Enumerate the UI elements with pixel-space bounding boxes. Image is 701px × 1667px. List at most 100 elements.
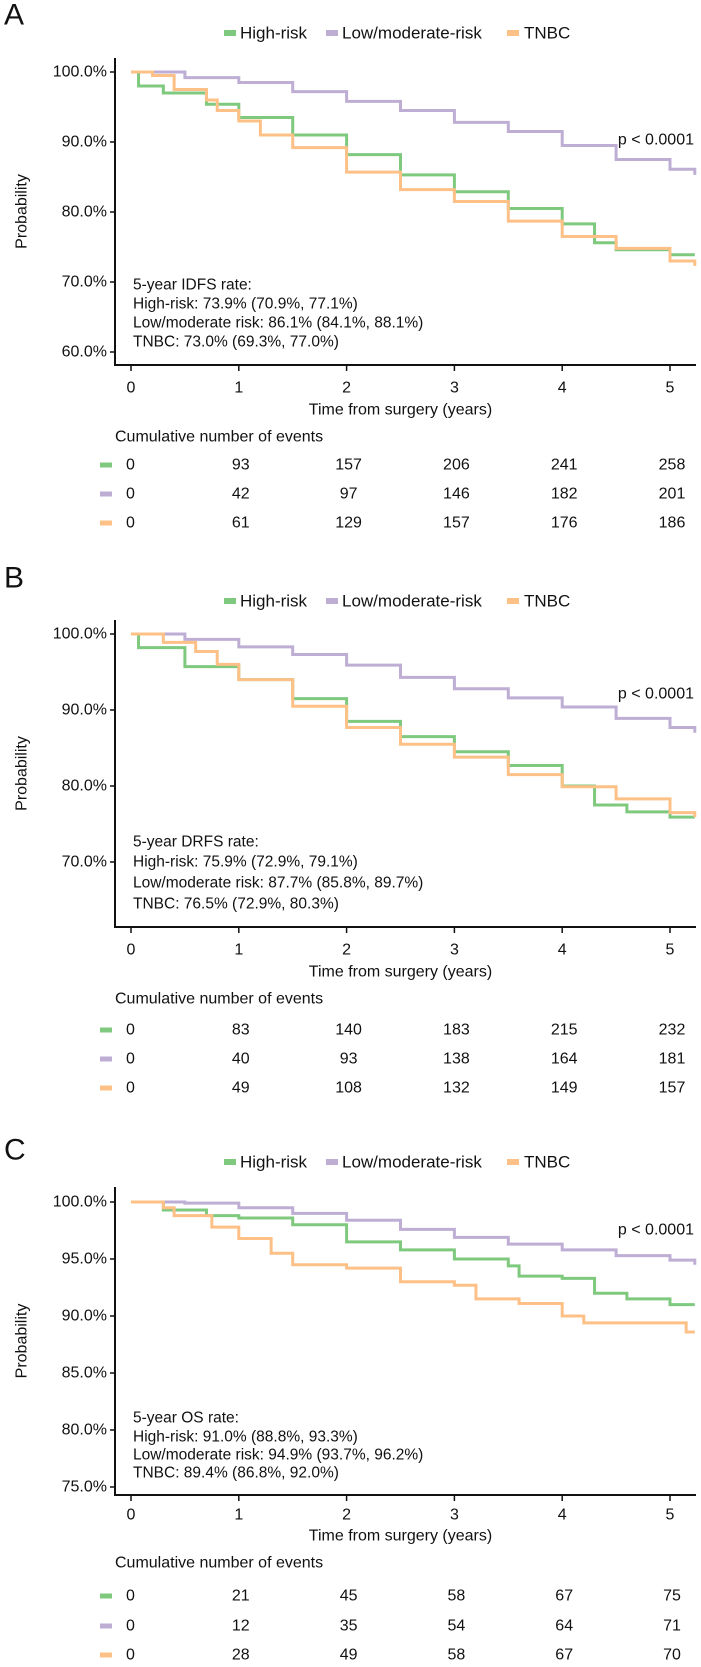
risk-table-cell: 49 [232, 1080, 250, 1097]
risk-table-cell: 67 [555, 1647, 573, 1664]
risk-table-cell: 206 [443, 457, 470, 474]
risk-table-cell: 186 [659, 515, 686, 532]
x-tick-label: 5 [666, 942, 675, 959]
risk-table-title: Cumulative number of events [115, 991, 323, 1008]
risk-table-cell: 58 [448, 1647, 466, 1664]
x-tick-label: 2 [342, 942, 351, 959]
x-tick-label: 0 [127, 942, 136, 959]
survival-curve-low-moderate-risk [131, 1200, 697, 1265]
x-tick-label: 3 [450, 1507, 459, 1524]
y-axis-title: Probability [14, 174, 31, 249]
risk-table-cell: 157 [443, 515, 470, 532]
legend-label: Low/moderate-risk [342, 592, 482, 611]
rate-annotation: Low/moderate risk: 94.9% (93.7%, 96.2%) [133, 1447, 423, 1464]
risk-table-cell: 40 [232, 1051, 250, 1068]
risk-table-title: Cumulative number of events [115, 429, 323, 446]
y-tick-label: 95.0% [62, 1251, 107, 1268]
panel-a: A High-risk Low/moderate-risk TNBC 100.0% 90.… [4, 0, 697, 532]
risk-table-cell: 157 [335, 457, 362, 474]
rate-annotation: TNBC: 73.0% (69.3%, 77.0%) [133, 334, 339, 351]
survival-curve-tnbc [131, 632, 697, 818]
x-tick-label: 1 [234, 1507, 243, 1524]
risk-table-cell: 0 [126, 457, 135, 474]
risk-table-cell: 58 [448, 1588, 466, 1605]
risk-table-cell: 70 [663, 1647, 681, 1664]
y-axis-title: Probability [14, 1304, 31, 1379]
legend-swatch [507, 598, 519, 604]
risk-table-title: Cumulative number of events [115, 1555, 323, 1572]
risk-table-cell: 181 [659, 1051, 686, 1068]
x-tick-label: 0 [127, 380, 136, 397]
risk-table-cell: 0 [126, 1647, 135, 1664]
survival-curve-high-risk [131, 1200, 695, 1307]
rate-annotation: 5-year IDFS rate: [133, 277, 252, 294]
y-tick-label: 90.0% [62, 134, 107, 151]
legend-swatch [224, 30, 236, 36]
risk-table-cell: 93 [340, 1051, 358, 1068]
x-tick-label: 3 [450, 380, 459, 397]
panel-label: A [4, 0, 24, 32]
risk-table-cell: 132 [443, 1080, 470, 1097]
x-tick-label: 1 [234, 380, 243, 397]
x-axis-title: Time from surgery (years) [309, 402, 492, 419]
survival-curve-low-moderate-risk [131, 632, 697, 733]
x-tick-label: 4 [558, 380, 567, 397]
legend-swatch [326, 1159, 338, 1165]
rate-annotation: TNBC: 76.5% (72.9%, 80.3%) [133, 896, 339, 913]
risk-table-cell: 54 [448, 1618, 466, 1635]
rate-annotation: TNBC: 89.4% (86.8%, 92.0%) [133, 1465, 339, 1482]
risk-table-cell: 75 [663, 1588, 681, 1605]
risk-table-cell: 232 [659, 1022, 686, 1039]
legend-swatch [224, 598, 236, 604]
x-tick-label: 2 [342, 1507, 351, 1524]
legend-swatch [326, 30, 338, 36]
risk-row-swatch [100, 1056, 112, 1062]
x-tick-label: 5 [666, 1507, 675, 1524]
rate-annotation: Low/moderate risk: 87.7% (85.8%, 89.7%) [133, 875, 423, 892]
risk-table-cell: 45 [340, 1588, 358, 1605]
risk-table-cell: 49 [340, 1647, 358, 1664]
risk-table-cell: 64 [555, 1618, 573, 1635]
risk-table-cell: 0 [126, 1588, 135, 1605]
y-tick-label: 70.0% [62, 274, 107, 291]
p-value: p < 0.0001 [618, 1222, 694, 1239]
y-tick-label: 80.0% [62, 1422, 107, 1439]
x-tick-label: 0 [127, 1507, 136, 1524]
risk-table-cell: 0 [126, 486, 135, 503]
y-tick-label: 85.0% [62, 1365, 107, 1382]
y-tick-label: 90.0% [62, 702, 107, 719]
survival-curve-low-moderate-risk [131, 70, 697, 175]
risk-table-cell: 157 [659, 1080, 686, 1097]
legend-label: TNBC [524, 592, 570, 611]
p-value: p < 0.0001 [618, 132, 694, 149]
risk-table-cell: 241 [551, 457, 578, 474]
y-tick-label: 75.0% [62, 1479, 107, 1496]
risk-table-cell: 35 [340, 1618, 358, 1635]
rate-annotation: Low/moderate risk: 86.1% (84.1%, 88.1%) [133, 315, 423, 332]
legend-swatch [326, 598, 338, 604]
legend-swatch [224, 1159, 236, 1165]
x-tick-label: 3 [450, 942, 459, 959]
risk-table-cell: 0 [126, 515, 135, 532]
legend-label: High-risk [240, 1153, 308, 1172]
legend-label: Low/moderate-risk [342, 24, 482, 43]
survival-curve-tnbc [131, 70, 697, 266]
risk-row-swatch [100, 491, 112, 497]
y-tick-label: 60.0% [62, 344, 107, 361]
y-tick-label: 80.0% [62, 778, 107, 795]
risk-table-cell: 61 [232, 515, 250, 532]
x-tick-label: 4 [558, 942, 567, 959]
x-tick-label: 1 [234, 942, 243, 959]
risk-table-cell: 67 [555, 1588, 573, 1605]
risk-table-cell: 215 [551, 1022, 578, 1039]
legend-label: High-risk [240, 592, 308, 611]
legend-label: High-risk [240, 24, 308, 43]
risk-row-swatch [100, 462, 112, 468]
risk-table-cell: 0 [126, 1022, 135, 1039]
y-tick-label: 100.0% [53, 1194, 107, 1211]
risk-table-cell: 0 [126, 1618, 135, 1635]
risk-table-cell: 42 [232, 486, 250, 503]
risk-table-cell: 182 [551, 486, 578, 503]
risk-row-swatch [100, 1085, 112, 1091]
